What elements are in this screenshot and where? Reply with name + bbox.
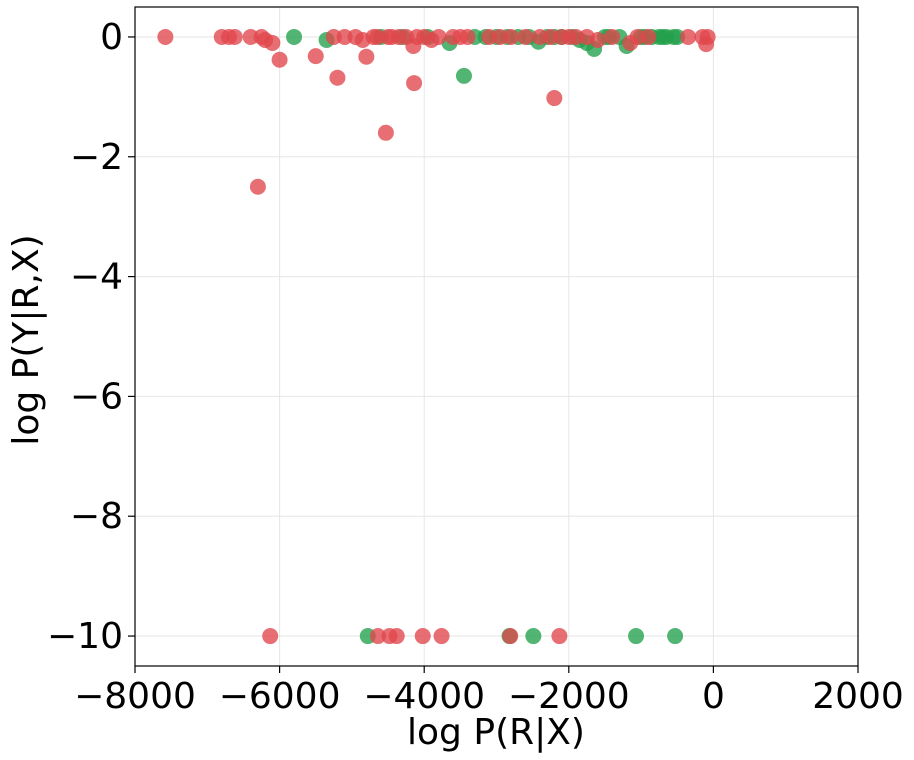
- x-axis-label: log P(R|X): [407, 712, 585, 753]
- scatter-point: [551, 628, 568, 645]
- scatter-point: [525, 628, 542, 645]
- scatter-point: [358, 48, 375, 65]
- x-tick-label: −4000: [363, 676, 485, 717]
- scatter-point: [307, 48, 324, 65]
- scatter-point: [502, 628, 519, 645]
- scatter-point: [388, 628, 405, 645]
- scatter-point: [249, 178, 266, 195]
- x-tick-label: −2000: [508, 676, 630, 717]
- x-tick-label: 0: [702, 676, 725, 717]
- scatter-point: [369, 628, 386, 645]
- x-tick-label: −8000: [74, 676, 196, 717]
- scatter-point: [377, 124, 394, 141]
- scatter-point: [264, 34, 281, 51]
- y-tick-label: −10: [47, 616, 123, 657]
- grid: [134, 7, 859, 666]
- scatter-point: [667, 628, 684, 645]
- scatter-point: [604, 28, 621, 45]
- scatter-point: [546, 90, 563, 107]
- scatter-point: [459, 28, 476, 45]
- plot-frame: [134, 6, 859, 667]
- scatter-point: [430, 28, 447, 45]
- scatter-point: [406, 75, 423, 92]
- scatter-point: [271, 51, 288, 68]
- scatter-point: [262, 628, 279, 645]
- y-axis-label: log P(Y|R,X): [6, 234, 47, 445]
- y-tick-label: −8: [70, 496, 123, 537]
- x-tick-label: 2000: [812, 676, 904, 717]
- scatter-point: [628, 628, 645, 645]
- scatter-point: [699, 28, 716, 45]
- scatter-point: [226, 28, 243, 45]
- scatter-point: [433, 628, 450, 645]
- scatter-point: [414, 628, 431, 645]
- scatter-point: [517, 28, 534, 45]
- scatter-point: [502, 28, 519, 45]
- scatter-point: [640, 28, 657, 45]
- scatter-point: [680, 28, 697, 45]
- data-points: [157, 28, 716, 645]
- y-axis-ticks: 0 −2 −4 −6 −8 −10: [47, 17, 135, 657]
- scatter-point: [286, 28, 303, 45]
- y-tick-label: −2: [70, 137, 123, 178]
- scatter-point: [589, 31, 606, 48]
- y-tick-label: −6: [70, 376, 123, 417]
- scatter-point: [329, 69, 346, 86]
- y-tick-label: 0: [100, 17, 123, 58]
- scatter-point: [157, 28, 174, 45]
- scatter-point: [455, 67, 472, 84]
- y-tick-label: −4: [70, 257, 123, 298]
- x-axis-ticks: −8000 −6000 −4000 −2000 0 2000: [74, 666, 904, 717]
- x-tick-label: −6000: [219, 676, 341, 717]
